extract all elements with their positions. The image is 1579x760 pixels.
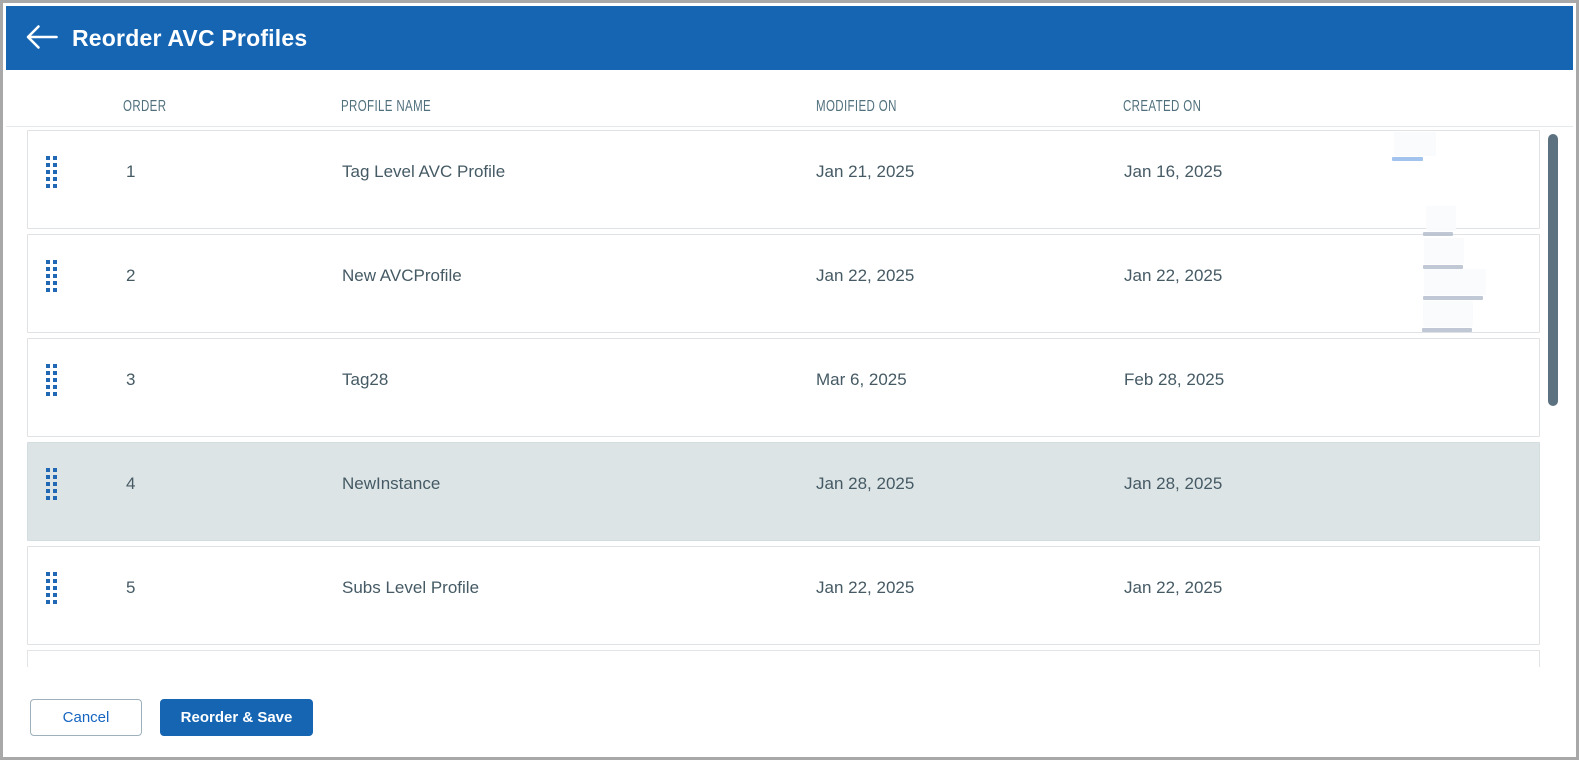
cancel-button[interactable]: Cancel <box>30 699 142 736</box>
row-order: 1 <box>126 162 136 181</box>
row-profile-name: New AVCProfile <box>342 266 462 285</box>
table-row[interactable]: 1 Tag Level AVC Profile Jan 21, 2025 Jan… <box>27 130 1540 229</box>
row-profile-name: NewInstance <box>342 474 441 493</box>
reorder-save-button[interactable]: Reorder & Save <box>160 699 313 736</box>
row-created-date: Feb 28, 2025 <box>1124 370 1225 389</box>
row-created-date: Jan 16, 2025 <box>1124 162 1223 181</box>
back-button[interactable] <box>20 16 64 60</box>
row-created-date: Jan 22, 2025 <box>1124 578 1223 597</box>
rows-container: 1 Tag Level AVC Profile Jan 21, 2025 Jan… <box>6 70 1573 667</box>
row-modified-date: Jan 21, 2025 <box>816 162 915 181</box>
column-header-name: PROFILE NAME <box>341 98 432 115</box>
row-profile-name: Tag Level AVC Profile <box>342 162 506 181</box>
drag-handle-icon[interactable] <box>46 364 60 397</box>
table-row[interactable]: 3 Tag28 Mar 6, 2025 Feb 28, 2025 <box>27 338 1540 437</box>
drag-handle-icon[interactable] <box>46 156 60 189</box>
row-modified-date: Jan 22, 2025 <box>816 578 915 597</box>
vertical-scrollbar-thumb[interactable] <box>1548 134 1558 406</box>
profiles-list-area: ORDER PROFILE NAME MODIFIED ON CREATED O… <box>6 70 1573 754</box>
column-header-created: CREATED ON <box>1123 98 1202 115</box>
drag-handle-icon[interactable] <box>46 260 60 293</box>
column-header-order: ORDER <box>123 98 167 115</box>
row-created-date: Jan 28, 2025 <box>1124 474 1223 493</box>
row-profile-name: Subs Level Profile <box>342 578 480 597</box>
arrow-left-icon <box>25 23 59 54</box>
row-order: 4 <box>126 474 136 493</box>
row-profile-name: Tag28 <box>342 370 389 389</box>
row-order: 3 <box>126 370 136 389</box>
column-header-modified: MODIFIED ON <box>816 98 897 115</box>
table-row[interactable]: 2 New AVCProfile Jan 22, 2025 Jan 22, 20… <box>27 234 1540 333</box>
row-order: 5 <box>126 578 136 597</box>
row-modified-date: Jan 22, 2025 <box>816 266 915 285</box>
page-title: Reorder AVC Profiles <box>72 24 308 51</box>
row-modified-date: Jan 28, 2025 <box>816 474 915 493</box>
table-row-partial[interactable] <box>27 650 1540 667</box>
drag-handle-icon[interactable] <box>46 572 60 605</box>
row-created-date: Jan 22, 2025 <box>1124 266 1223 285</box>
drag-handle-icon[interactable] <box>46 468 60 501</box>
page-header: Reorder AVC Profiles <box>6 6 1573 70</box>
row-modified-date: Mar 6, 2025 <box>816 370 907 389</box>
header-divider <box>6 126 1573 127</box>
table-row[interactable]: 4 NewInstance Jan 28, 2025 Jan 28, 2025 <box>27 442 1540 541</box>
table-row[interactable]: 5 Subs Level Profile Jan 22, 2025 Jan 22… <box>27 546 1540 645</box>
row-order: 2 <box>126 266 136 285</box>
